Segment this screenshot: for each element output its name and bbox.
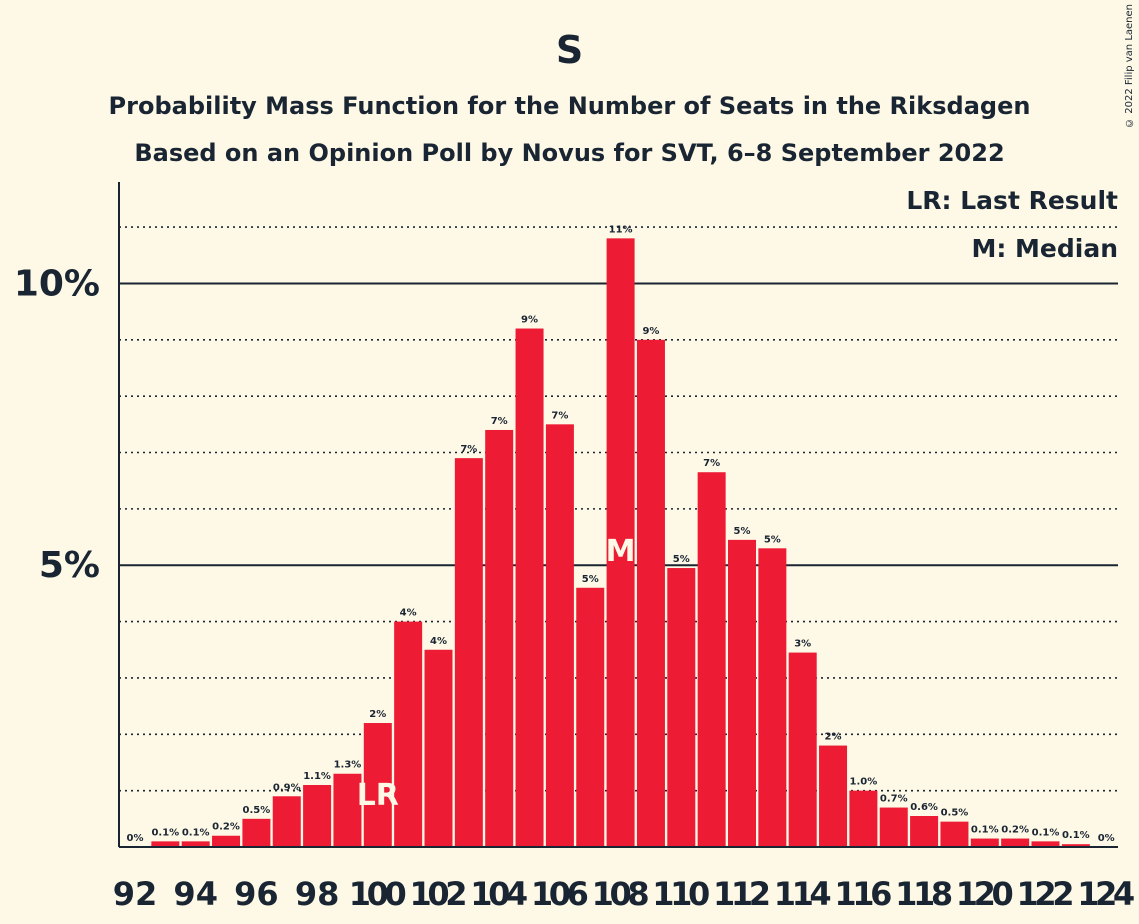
x-tick-label: 96 (234, 875, 279, 913)
data-label: 4% (400, 608, 417, 619)
x-tick-label: 92 (113, 875, 158, 913)
copyright-notice: © 2022 Filip van Laenen (1124, 4, 1135, 128)
legend-last-result: LR: Last Result (906, 186, 1118, 215)
median-marker: M (606, 534, 636, 569)
bar (636, 339, 665, 847)
bar (151, 841, 180, 847)
bar (788, 652, 817, 847)
data-label: 9% (642, 326, 659, 337)
data-label: 4% (430, 636, 447, 647)
chart-title: S (555, 28, 584, 72)
bar (667, 568, 696, 847)
bar (1061, 844, 1090, 847)
x-tick-label: 108 (592, 875, 650, 913)
bar (485, 429, 514, 847)
bar (758, 548, 787, 847)
data-label: 5% (673, 554, 690, 565)
data-label: 11% (609, 224, 633, 235)
last-result-marker: LR (357, 778, 399, 813)
data-label: 5% (764, 534, 781, 545)
data-label: 0% (1098, 833, 1115, 844)
bar (606, 238, 635, 847)
x-tick-label: 112 (713, 875, 771, 913)
bar (910, 816, 939, 847)
bar (303, 785, 332, 847)
bar (697, 472, 726, 847)
bar (545, 424, 574, 847)
x-tick-label: 116 (834, 875, 892, 913)
x-tick-label: 118 (895, 875, 953, 913)
bar (1031, 841, 1060, 847)
x-tick-label: 102 (410, 875, 468, 913)
x-tick-label: 122 (1017, 875, 1075, 913)
data-label: 1.3% (334, 760, 362, 771)
data-label: 7% (460, 444, 477, 455)
data-label: 5% (734, 526, 751, 537)
x-tick-label: 120 (956, 875, 1014, 913)
data-label: 1.1% (303, 771, 331, 782)
bar (424, 649, 453, 847)
data-label: 0.1% (182, 827, 210, 838)
x-tick-label: 100 (349, 875, 407, 913)
data-label: 0.1% (971, 825, 999, 836)
data-label: 5% (582, 574, 599, 585)
bar (970, 838, 999, 847)
x-tick-label: 110 (652, 875, 710, 913)
legend-median: M: Median (971, 234, 1118, 263)
data-label: 7% (491, 416, 508, 427)
bar (515, 328, 544, 848)
chart-subtitle-1: Probability Mass Function for the Number… (108, 92, 1031, 120)
data-label: 7% (703, 458, 720, 469)
bar (333, 773, 362, 847)
x-tick-label: 98 (295, 875, 340, 913)
data-label: 0.5% (243, 805, 271, 816)
bar (454, 458, 483, 847)
chart-subtitle-2: Based on an Opinion Poll by Novus for SV… (134, 139, 1005, 167)
bar (1001, 838, 1030, 847)
bar (576, 587, 605, 847)
bar (879, 807, 908, 847)
data-label: 0.5% (941, 808, 969, 819)
bar (940, 821, 969, 847)
bar (212, 835, 241, 847)
data-label: 0.1% (1062, 830, 1090, 841)
data-label: 7% (551, 410, 568, 421)
x-tick-label: 114 (774, 875, 832, 913)
x-tick-label: 94 (173, 875, 218, 913)
data-label: 0.9% (273, 782, 301, 793)
data-label: 0.2% (1001, 825, 1029, 836)
data-label: 0.6% (910, 802, 938, 813)
x-tick-label: 104 (470, 875, 528, 913)
bar (242, 818, 271, 847)
bar (849, 790, 878, 847)
data-label: 2% (369, 709, 386, 720)
bar (181, 841, 210, 847)
data-label: 0% (127, 833, 144, 844)
data-label: 1.0% (850, 777, 878, 788)
bar (272, 796, 301, 847)
data-label: 0.7% (880, 794, 908, 805)
x-tick-label: 106 (531, 875, 589, 913)
bar (394, 621, 423, 847)
y-tick-label: 5% (39, 545, 100, 586)
bar (819, 745, 848, 847)
data-label: 3% (794, 639, 811, 650)
data-label: 0.1% (1032, 827, 1060, 838)
x-tick-label: 124 (1077, 875, 1135, 913)
y-tick-label: 10% (14, 263, 100, 304)
data-label: 0.1% (151, 827, 179, 838)
data-label: 0.2% (212, 822, 240, 833)
data-label: 2% (825, 732, 842, 743)
data-label: 9% (521, 315, 538, 326)
bar (363, 723, 392, 847)
bar (728, 539, 756, 847)
